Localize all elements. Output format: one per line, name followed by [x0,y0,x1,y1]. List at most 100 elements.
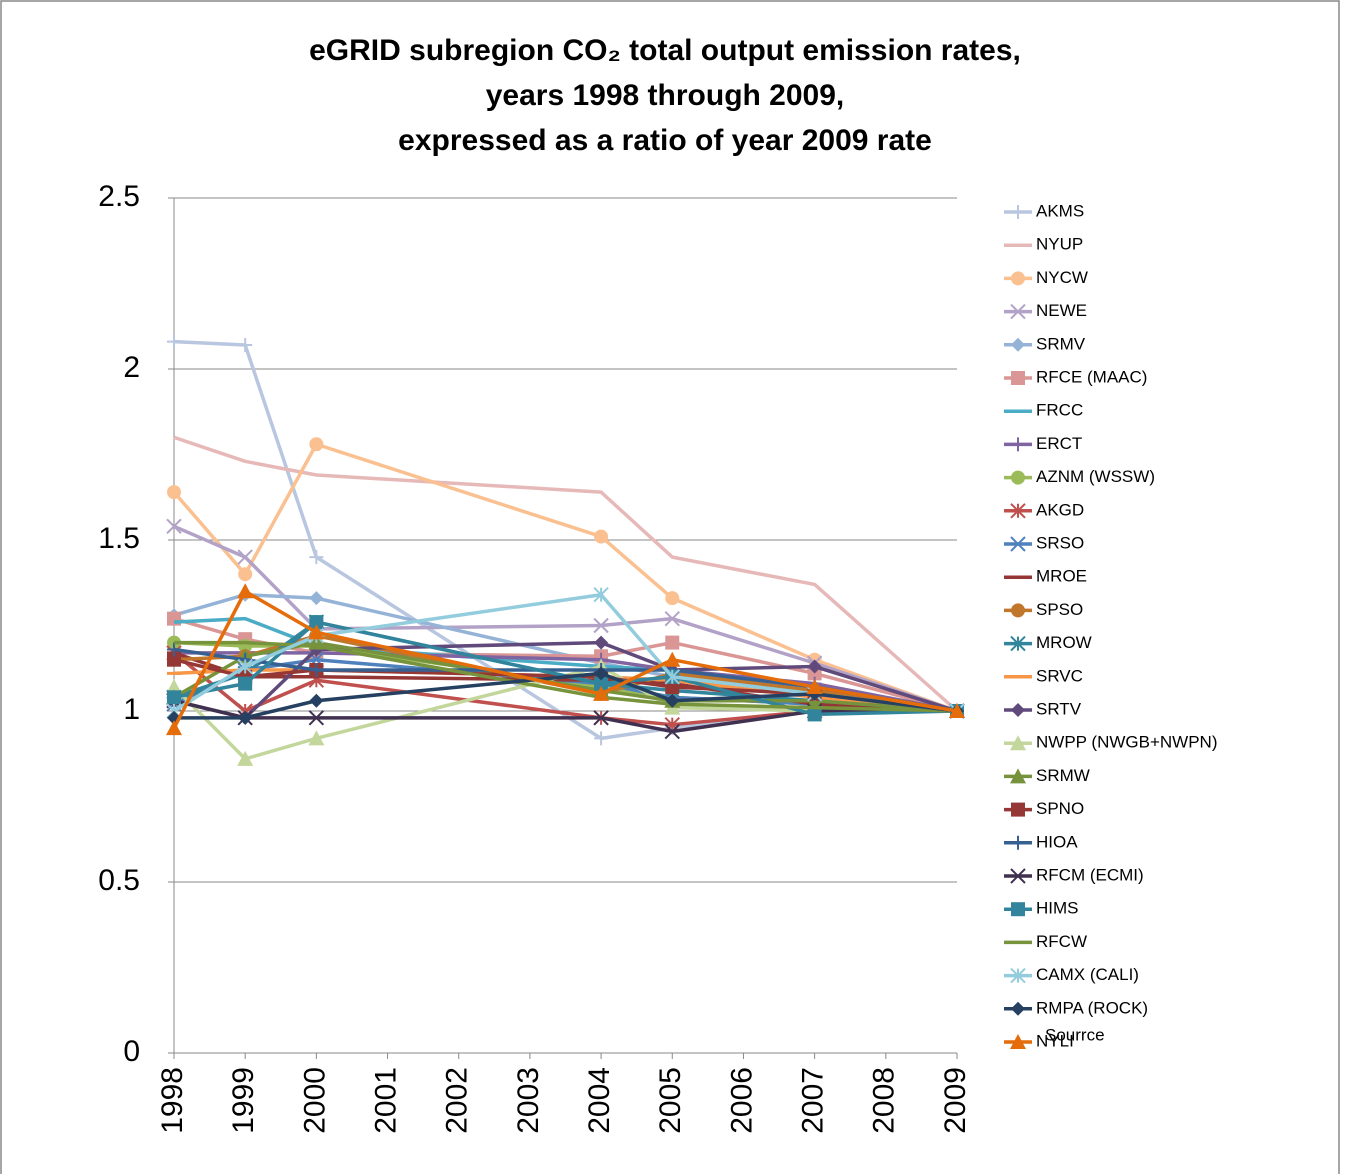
chart-title: expressed as a ratio of year 2009 rate [398,124,932,157]
legend-marker [1011,205,1025,219]
chart-title: eGRID subregion CO₂ total output emissio… [309,34,1021,67]
legend-label: NYUP [1036,235,1083,254]
point [594,676,609,691]
point [807,707,822,722]
legend-marker [1010,503,1026,519]
legend-label: RFCW [1036,932,1087,951]
point [309,550,324,565]
y-tick-label: 2.5 [98,180,140,213]
point [664,651,681,667]
point [665,693,680,708]
legend-label: AZNM (WSSW) [1036,467,1155,486]
point [309,615,324,630]
legend-marker [1011,703,1025,717]
x-tick-label: 2002 [441,1067,474,1134]
legend-label: CAMX (CALI) [1036,965,1139,984]
point [238,710,253,725]
legend-marker [1011,337,1025,352]
x-tick-label: 2008 [868,1067,901,1134]
legend-label: HIOA [1036,832,1078,851]
legend-marker [1010,1034,1026,1049]
point [593,587,609,603]
x-tick-label: 2004 [583,1067,616,1134]
point [665,591,680,606]
point [237,750,254,766]
x-tick-label: 1998 [156,1067,189,1134]
legend-marker [1010,635,1026,652]
legend-marker [1011,603,1025,618]
legend-label: AKGD [1036,500,1084,519]
y-tick-label: 2 [123,351,140,384]
point [237,658,253,675]
point [237,583,254,599]
point [593,685,610,701]
legend-label: HIMS [1036,899,1079,918]
point [309,693,324,708]
legend-marker [1011,802,1025,817]
legend-marker [1010,536,1026,552]
point [594,666,609,681]
point [594,635,609,650]
legend-marker [1011,835,1025,850]
point [949,703,965,718]
point [309,437,324,452]
y-tick-label: 1.5 [98,522,140,555]
series [166,583,965,736]
point [593,617,609,634]
point [167,485,181,500]
chart-title: years 1998 through 2009, [486,79,845,112]
point [166,679,182,695]
point [806,679,823,695]
point [308,730,325,746]
point [238,676,253,691]
legend-label: SPNO [1036,799,1084,818]
point [664,610,680,627]
legend-label: RFCE (MAAC) [1036,367,1147,386]
legend-marker [1011,902,1025,917]
legend-marker [1011,470,1025,485]
x-tick-label: 2007 [797,1067,830,1134]
line [173,435,959,713]
point [308,710,325,726]
legend-label: FRCC [1036,401,1083,420]
point [237,549,253,565]
legend-label: MROE [1036,567,1087,586]
point [238,338,253,353]
point [807,659,822,674]
legend-label: RFCM (ECMI) [1036,865,1144,884]
y-tick-label: 1 [123,693,140,726]
x-tick-label: 2000 [298,1067,331,1134]
point [167,334,181,349]
legend-marker [1011,1001,1025,1016]
point [166,720,182,736]
legend-label: MROW [1036,633,1092,652]
legend-marker [1010,303,1026,320]
y-tick-label: 0 [123,1035,140,1068]
point [594,731,609,746]
annotation: Sourrce [1045,1025,1105,1044]
legend-marker [1010,735,1026,751]
series [167,615,964,722]
legend-marker [1011,437,1025,452]
point [309,662,324,677]
legend-label: AKMS [1036,201,1084,220]
point [309,591,324,606]
legend-label: SRVC [1036,666,1083,685]
point [308,624,325,640]
legend-label: SRSO [1036,533,1084,552]
point [166,518,182,535]
point [664,723,680,740]
legend-marker [1010,967,1026,984]
point [665,635,680,650]
x-tick-label: 2001 [369,1067,402,1134]
legend-label: NEWE [1036,301,1087,320]
point [238,567,253,582]
x-tick-label: 2009 [939,1067,972,1134]
x-tick-label: 2005 [654,1067,687,1134]
point [593,710,609,726]
point [167,642,181,657]
point [167,652,181,667]
point [664,669,680,685]
